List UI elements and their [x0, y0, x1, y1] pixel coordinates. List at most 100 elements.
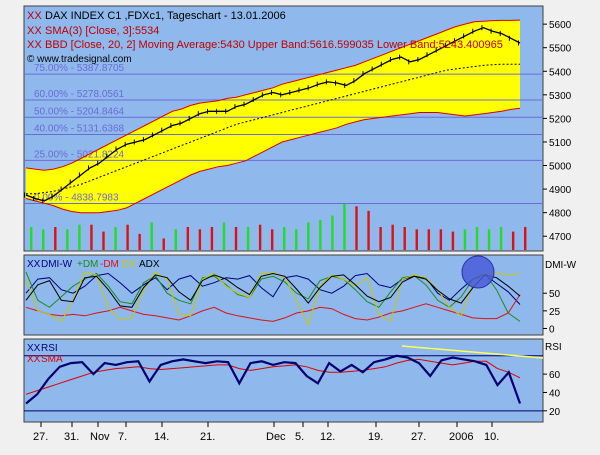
volume-bar [355, 206, 358, 250]
price-tick-label: 4700 [549, 232, 572, 243]
dmi-layer [25, 255, 521, 327]
volume-bar [511, 231, 515, 250]
rsi-tick-label: 60 [549, 370, 561, 381]
volume-bar [524, 227, 527, 250]
volume-bar [319, 220, 322, 250]
dmi-axis-title: DMI-W [545, 260, 577, 271]
volume-bar [114, 227, 117, 250]
rsi-layer [24, 345, 544, 412]
volume-bar [162, 238, 165, 250]
rsi-tick-label: 20 [549, 407, 561, 418]
x-tick-label: 14. [154, 431, 169, 443]
rsi-tick-label: 40 [549, 388, 561, 399]
rsi-marker: XX [27, 343, 41, 354]
x-tick-label: 19. [368, 431, 383, 443]
price-tick-label: 5400 [549, 67, 572, 78]
copyright-label: © www.tradesignal.com [27, 54, 132, 65]
x-tick-label: 31. [64, 431, 79, 443]
price-tick-label: 4900 [549, 185, 572, 196]
lower-band-line [25, 107, 521, 214]
legend-dmi-w: DMI-W [41, 259, 73, 270]
volume-bar [102, 231, 105, 250]
dmi-panel [23, 254, 544, 336]
x-tick-label: 12. [320, 431, 335, 443]
dmi-axis: 0 25 50 DMI-W [543, 260, 577, 335]
bbd-marker: XX [27, 39, 42, 51]
volume-bar [451, 231, 455, 250]
volume-bar [331, 215, 334, 250]
legend-rsi-sma: SMA [41, 354, 63, 365]
x-tick-label: 7. [118, 431, 127, 443]
sma-marker: XX [27, 25, 42, 37]
volume-bar [222, 222, 226, 250]
fib-label-2: 50.00% - 5204.8464 [34, 106, 125, 117]
volume-bar [246, 227, 250, 250]
volume-bar [391, 224, 394, 250]
rsi-panel [23, 338, 544, 423]
dmi-legend: XX DMI-W +DM -DM DX ADX [27, 259, 160, 270]
bollinger-band-fill [26, 20, 520, 213]
dmi-tick-label: 50 [549, 289, 561, 300]
dmi-tick-label: 0 [549, 324, 555, 335]
volume-bar [42, 229, 45, 250]
volume-bar [463, 229, 467, 250]
volume-bar [307, 222, 310, 250]
volume-bar [487, 229, 491, 250]
header-marker: XX [27, 10, 42, 22]
volume-bar [186, 227, 190, 250]
volume-bar [66, 229, 69, 250]
price-axis: 4700 4800 4900 5000 5100 5200 5300 5400 5500 5600 [543, 20, 572, 243]
adx-line [25, 272, 521, 308]
price-tick-label: 5100 [549, 138, 572, 149]
volume-bar [475, 227, 479, 250]
dx-line [25, 271, 521, 327]
legend-dx: DX [122, 259, 136, 270]
x-tick-label: 21. [200, 431, 215, 443]
volume-bar [258, 224, 262, 250]
moving-average-line [26, 63, 520, 195]
volume-bar [174, 229, 177, 250]
sma3-price-line [25, 27, 521, 202]
volume-bar [439, 229, 443, 250]
volume-bar [403, 227, 406, 250]
x-tick-label: 2006 [449, 431, 473, 443]
rsi-trend-line [401, 345, 544, 359]
volume-bar [427, 229, 431, 250]
volume-bar [210, 227, 214, 250]
volume-bar [126, 224, 129, 250]
fib-label-0: 75.00% - 5387.8705 [34, 63, 125, 74]
volume-bar [499, 227, 503, 250]
x-tick-label: 27. [33, 431, 48, 443]
x-tick-label: 10. [484, 431, 499, 443]
price-tick-label: 4800 [549, 209, 572, 220]
rsi-axis: 20 40 60 RSI [543, 342, 562, 418]
plus-dm-line [25, 271, 521, 322]
volume-bar [138, 233, 141, 250]
volume-bar [283, 227, 286, 250]
upper-band-line [25, 19, 521, 171]
volume-bar [415, 229, 418, 250]
volume-bar [54, 227, 57, 250]
legend-rsi: RSI [41, 343, 58, 354]
sma-marker-rsi: XX [27, 354, 41, 365]
price-tick-label: 5000 [549, 162, 572, 173]
bbd-label: BBD [Close, 20, 2] Moving Average:5430 U… [45, 39, 503, 51]
dmi-marker: XX [27, 259, 41, 270]
volume-bar [150, 222, 153, 250]
minus-dm-line [25, 294, 521, 322]
legend-adx: ADX [139, 259, 160, 270]
volume-bar [234, 227, 238, 250]
rsi-axis-title: RSI [545, 342, 562, 353]
volume-bar [343, 204, 346, 250]
chart-header: XX DAX INDEX C1 ,FDXc1, Tageschart - 13.… [27, 10, 503, 65]
volume-bar [30, 227, 33, 250]
fib-label-1: 60.00% - 5278.0561 [34, 89, 125, 100]
legend-plus-dm: +DM [77, 259, 98, 270]
sma-label: SMA(3) [Close, 3]:5534 [45, 25, 159, 37]
volume-bar [367, 210, 370, 250]
fib-label-4: 25.00% - 5021.8224 [34, 149, 125, 160]
price-layer: 75.00% - 5387.8705 60.00% - 5278.0561 50.0… [24, 19, 543, 250]
x-tick-label: Dec [266, 431, 286, 443]
